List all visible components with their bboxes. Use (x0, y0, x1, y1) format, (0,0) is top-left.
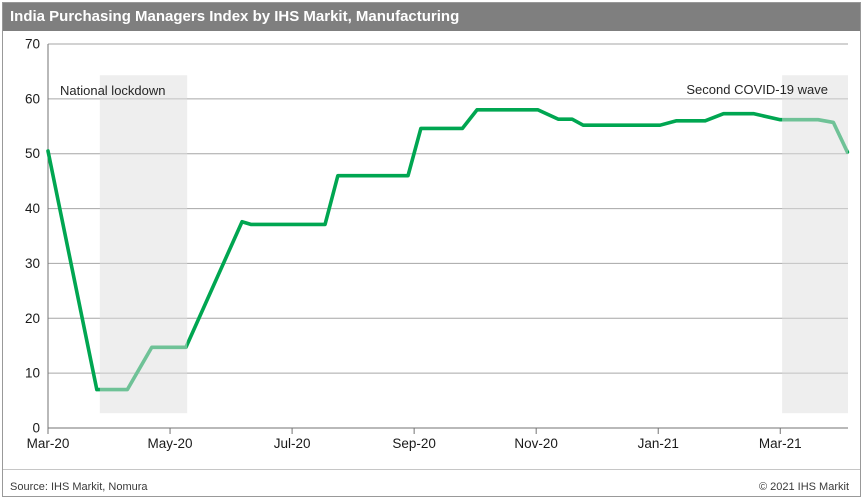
x-tick-label: Mar-20 (27, 436, 70, 451)
y-tick-label: 70 (25, 37, 40, 52)
event-band (99, 75, 188, 414)
annotation-national-lockdown: National lockdown (60, 83, 166, 98)
x-tick-label: Jan-21 (638, 436, 679, 451)
chart-title-bar: India Purchasing Managers Index by IHS M… (3, 3, 860, 31)
y-tick-label: 30 (25, 256, 40, 271)
x-tick-label: Mar-21 (759, 436, 802, 451)
x-tick-label: Nov-20 (514, 436, 558, 451)
y-tick-label: 60 (25, 91, 40, 106)
x-tick-label: Jul-20 (274, 436, 311, 451)
y-tick-label: 40 (25, 201, 40, 216)
y-tick-label: 0 (32, 421, 40, 436)
event-band (782, 75, 848, 414)
copyright-note: © 2021 IHS Markit (758, 481, 849, 493)
y-tick-label: 10 (25, 366, 40, 381)
x-tick-label: Sep-20 (392, 436, 436, 451)
footer-divider (3, 469, 860, 470)
pmi-line-series (46, 108, 850, 392)
y-tick-label: 50 (25, 146, 40, 161)
x-tick-label: May-20 (148, 436, 193, 451)
line-chart-plot-area: 0 10 20 30 40 50 60 70 Mar-20 May-20 Jul-20 Sep-20 N… (25, 37, 850, 451)
source-note: Source: IHS Markit, Nomura (10, 481, 148, 493)
annotation-second-covid-wave: Second COVID-19 wave (686, 82, 828, 97)
chart-title: India Purchasing Managers Index by IHS M… (10, 8, 460, 25)
y-tick-label: 20 (25, 311, 40, 326)
